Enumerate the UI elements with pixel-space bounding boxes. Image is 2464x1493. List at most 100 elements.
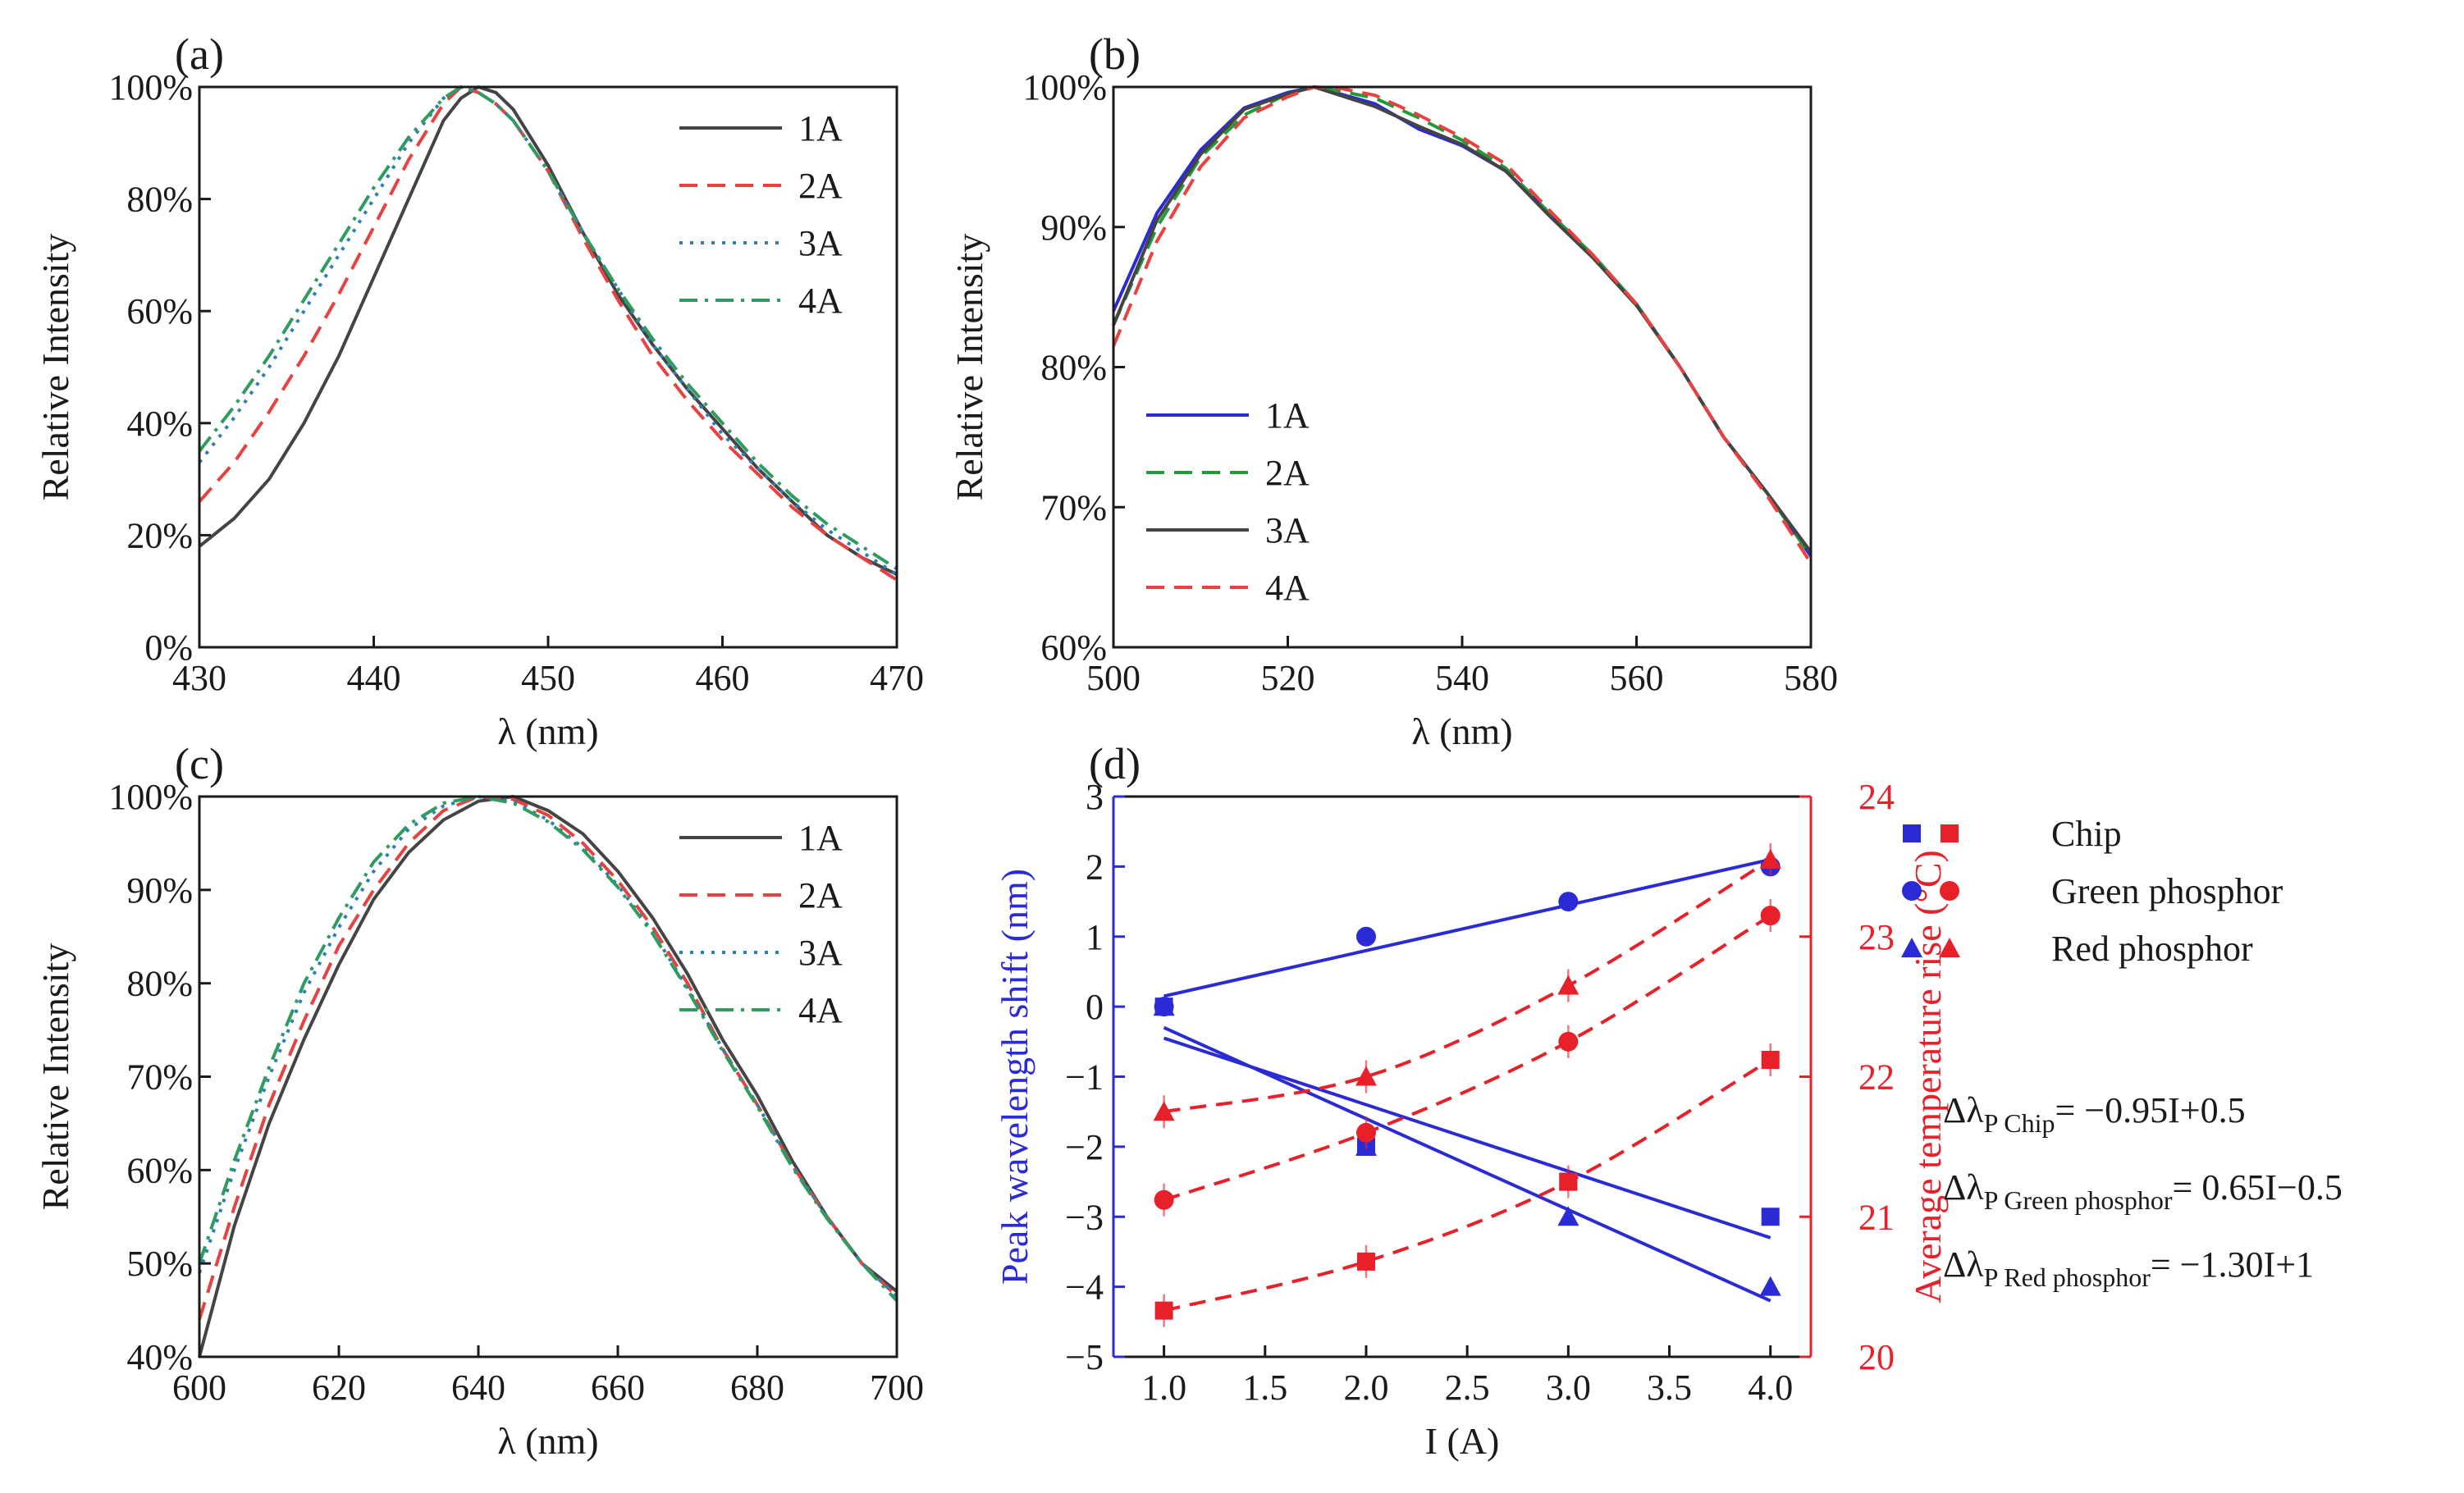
x-tick-label: 3.0 <box>1546 1367 1591 1408</box>
y-tick-label: 80% <box>126 964 193 1004</box>
x-tick-label: 1.5 <box>1242 1367 1287 1408</box>
shift-point-square <box>1761 1208 1780 1226</box>
legend-label: 4A <box>798 990 843 1030</box>
legend-label: Red phosphor <box>2051 929 2253 969</box>
x-tick-label: 430 <box>172 658 226 698</box>
y-tick-label: 100% <box>108 777 193 817</box>
panel-label: (d) <box>1089 739 1141 788</box>
legend-label: 3A <box>798 933 843 973</box>
y-tick-label: 70% <box>1040 487 1107 527</box>
y-axis-title: Relative Intensity <box>949 234 990 501</box>
legend-label: 2A <box>798 875 843 915</box>
y-tick-label: 0% <box>144 628 193 668</box>
equation-subscript: P Green phosphor <box>1984 1185 2173 1215</box>
y-tick-label: 80% <box>1040 348 1107 388</box>
left-tick-label: −3 <box>1065 1197 1104 1237</box>
x-tick-label: 540 <box>1435 658 1489 698</box>
left-tick-label: 0 <box>1086 987 1104 1027</box>
x-axis-title: λ (nm) <box>497 1420 598 1462</box>
temperature-point-triangle <box>1153 1101 1175 1121</box>
temperature-point-circle <box>1558 1031 1579 1052</box>
left-tick-label: −2 <box>1065 1127 1104 1167</box>
left-tick-label: 3 <box>1086 777 1104 817</box>
left-tick-label: −5 <box>1065 1337 1104 1377</box>
y-tick-label: 80% <box>126 180 193 220</box>
legend-marker-red-square <box>1941 824 1959 842</box>
legend-label: 1A <box>1265 395 1310 436</box>
fit-equation: ΔλP Red phosphor= −1.30I+1 <box>1943 1244 2314 1292</box>
left-tick-label: −1 <box>1065 1057 1104 1098</box>
right-axis-title: Average temperature rise (°C) <box>1907 850 1949 1304</box>
y-tick-label: 40% <box>126 1337 193 1377</box>
y-tick-label: 60% <box>1040 628 1107 668</box>
series-line-4A <box>198 85 898 571</box>
y-tick-label: 50% <box>126 1244 193 1284</box>
fit-line-Red phosphor <box>1163 1025 1771 1303</box>
legend-marker-red-triangle <box>1939 938 1960 957</box>
equation-lhs: Δλ <box>1943 1244 1984 1285</box>
y-tick-label: 40% <box>126 404 193 444</box>
left-tick-label: −4 <box>1065 1267 1104 1308</box>
x-axis-title: λ (nm) <box>497 710 598 752</box>
legend-marker-blue-circle <box>1902 881 1922 901</box>
panel-b: 500 520 540 560 580 60% 70% 80% 90% 100% λ (nm) Rel… <box>949 30 1838 752</box>
equation-rhs: = −1.30I+1 <box>2151 1244 2314 1285</box>
x-tick-label: 600 <box>172 1367 226 1408</box>
right-tick-label: 20 <box>1858 1337 1895 1377</box>
panel-label: (c) <box>175 739 224 788</box>
equation-rhs: = 0.65I−0.5 <box>2173 1167 2343 1208</box>
y-tick-label: 60% <box>126 291 193 331</box>
x-tick-label: 640 <box>451 1367 505 1408</box>
temperature-point-circle <box>1355 1122 1376 1143</box>
x-tick-label: 560 <box>1610 658 1664 698</box>
y-axis-title: Relative Intensity <box>34 943 76 1211</box>
temperature-point-triangle <box>1355 1066 1377 1086</box>
legend-label: 3A <box>1265 510 1310 550</box>
fit-equation: ΔλP Green phosphor= 0.65I−0.5 <box>1943 1167 2343 1215</box>
x-tick-label: 4.0 <box>1748 1367 1793 1408</box>
temperature-point-square <box>1761 1051 1780 1070</box>
legend-marker-red-circle <box>1940 881 1959 901</box>
panel-c: 600 620 640 660 680 700 40% 50% 60% 70% 80% 90% 100%… <box>34 739 924 1462</box>
equation-lhs: Δλ <box>1943 1090 1984 1130</box>
temperature-curve-Green phosphor <box>1163 914 1771 1202</box>
shift-point-circle <box>1355 926 1376 947</box>
legend-label: Chip <box>2051 814 2122 854</box>
x-tick-label: 2.5 <box>1445 1367 1490 1408</box>
shift-point-triangle <box>1759 1276 1781 1296</box>
y-tick-label: 90% <box>126 870 193 911</box>
fit-equation: ΔλP Chip= −0.95I+0.5 <box>1943 1090 2246 1138</box>
x-axis-title: I (A) <box>1425 1420 1500 1462</box>
legend-label: Green phosphor <box>2051 871 2283 911</box>
panel-a: 430 440 450 460 470 0% 20% 40% 60% 80% 100% λ (nm) R… <box>34 30 924 752</box>
series-line-3A <box>198 795 898 1298</box>
x-tick-label: 520 <box>1261 658 1315 698</box>
series-line-1A <box>198 795 898 1358</box>
equation-subscript: P Red phosphor <box>1984 1262 2151 1292</box>
shift-point-circle <box>1558 892 1579 912</box>
legend-label: 3A <box>798 223 843 263</box>
x-tick-label: 450 <box>521 658 575 698</box>
legend-marker-blue-triangle <box>1901 938 1922 957</box>
series-line-4A <box>1112 85 1813 564</box>
equation-subscript: P Chip <box>1984 1108 2055 1138</box>
x-tick-label: 580 <box>1784 658 1838 698</box>
shift-point-triangle <box>1557 1206 1579 1226</box>
legend-label: 2A <box>1265 453 1310 493</box>
plot-frame <box>1112 85 1813 649</box>
x-tick-label: 1.0 <box>1141 1367 1186 1408</box>
x-tick-label: 470 <box>870 658 924 698</box>
left-tick-label: 1 <box>1086 917 1104 957</box>
series-line-1A <box>198 85 898 577</box>
x-tick-label: 660 <box>591 1367 645 1408</box>
temperature-point-triangle <box>1557 975 1579 995</box>
x-tick-label: 3.5 <box>1647 1367 1692 1408</box>
temperature-point-circle <box>1760 906 1781 926</box>
x-tick-label: 500 <box>1086 658 1141 698</box>
temperature-point-triangle <box>1759 848 1781 869</box>
fit-line-Green phosphor <box>1163 857 1771 998</box>
legend-marker-blue-square <box>1903 824 1921 842</box>
y-tick-label: 70% <box>126 1057 193 1098</box>
x-tick-label: 2.0 <box>1343 1367 1388 1408</box>
